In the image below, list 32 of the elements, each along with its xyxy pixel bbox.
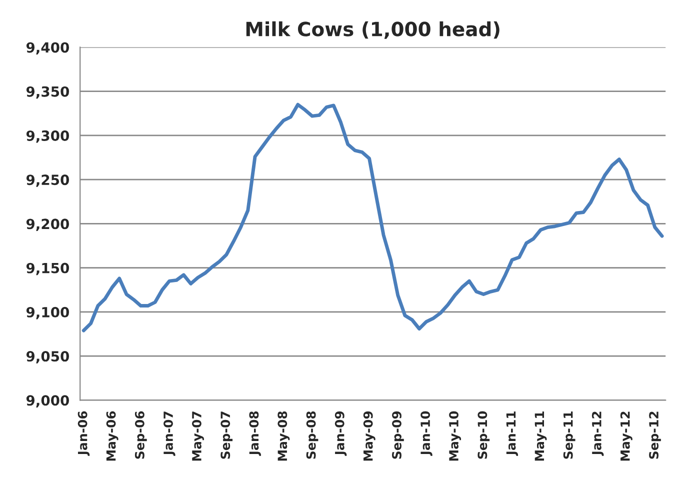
y-tick-label: 9,350 xyxy=(26,86,70,99)
x-tick-label: Sep-08 xyxy=(306,411,318,459)
x-tick-label: Jan-12 xyxy=(592,412,604,456)
x-tick-label: Jan-11 xyxy=(506,411,518,456)
x-tick-label: May-08 xyxy=(278,411,290,461)
x-tick-label: Sep-10 xyxy=(478,411,490,459)
chart-title: Milk Cows (1,000 head) xyxy=(246,21,500,39)
y-tick-label: 9,150 xyxy=(26,262,70,276)
y-tick-label: 9,200 xyxy=(26,218,70,231)
x-tick-label: May-07 xyxy=(192,412,204,461)
x-tick-label: Sep-09 xyxy=(392,411,404,459)
x-tick-label: Jan-10 xyxy=(420,411,432,456)
x-tick-label: Jan-07 xyxy=(164,412,176,456)
y-tick-label: 9,100 xyxy=(26,306,70,320)
x-tick-label: May-06 xyxy=(106,411,118,461)
x-tick-label: May-11 xyxy=(534,411,547,461)
x-tick-label: Sep-06 xyxy=(134,411,147,459)
x-tick-label: Jan-09 xyxy=(334,411,347,456)
y-tick-label: 9,000 xyxy=(26,395,70,408)
x-tick-label: Jan-06 xyxy=(78,411,90,456)
x-tick-label: Jan-08 xyxy=(249,411,261,456)
x-tick-label: Sep-12 xyxy=(649,412,661,459)
x-tick-label: Sep-11 xyxy=(563,411,576,459)
x-tick-label: May-10 xyxy=(449,411,462,461)
y-tick-label: 9,050 xyxy=(26,351,70,364)
y-tick-label: 9,300 xyxy=(26,130,70,143)
x-tick-label: May-09 xyxy=(363,411,376,461)
line-series xyxy=(82,102,664,332)
x-tick-label: Sep-07 xyxy=(220,412,233,459)
y-tick-label: 9,400 xyxy=(26,42,70,54)
y-tick-label: 9,250 xyxy=(26,174,70,187)
x-tick-label: May-12 xyxy=(620,412,632,461)
